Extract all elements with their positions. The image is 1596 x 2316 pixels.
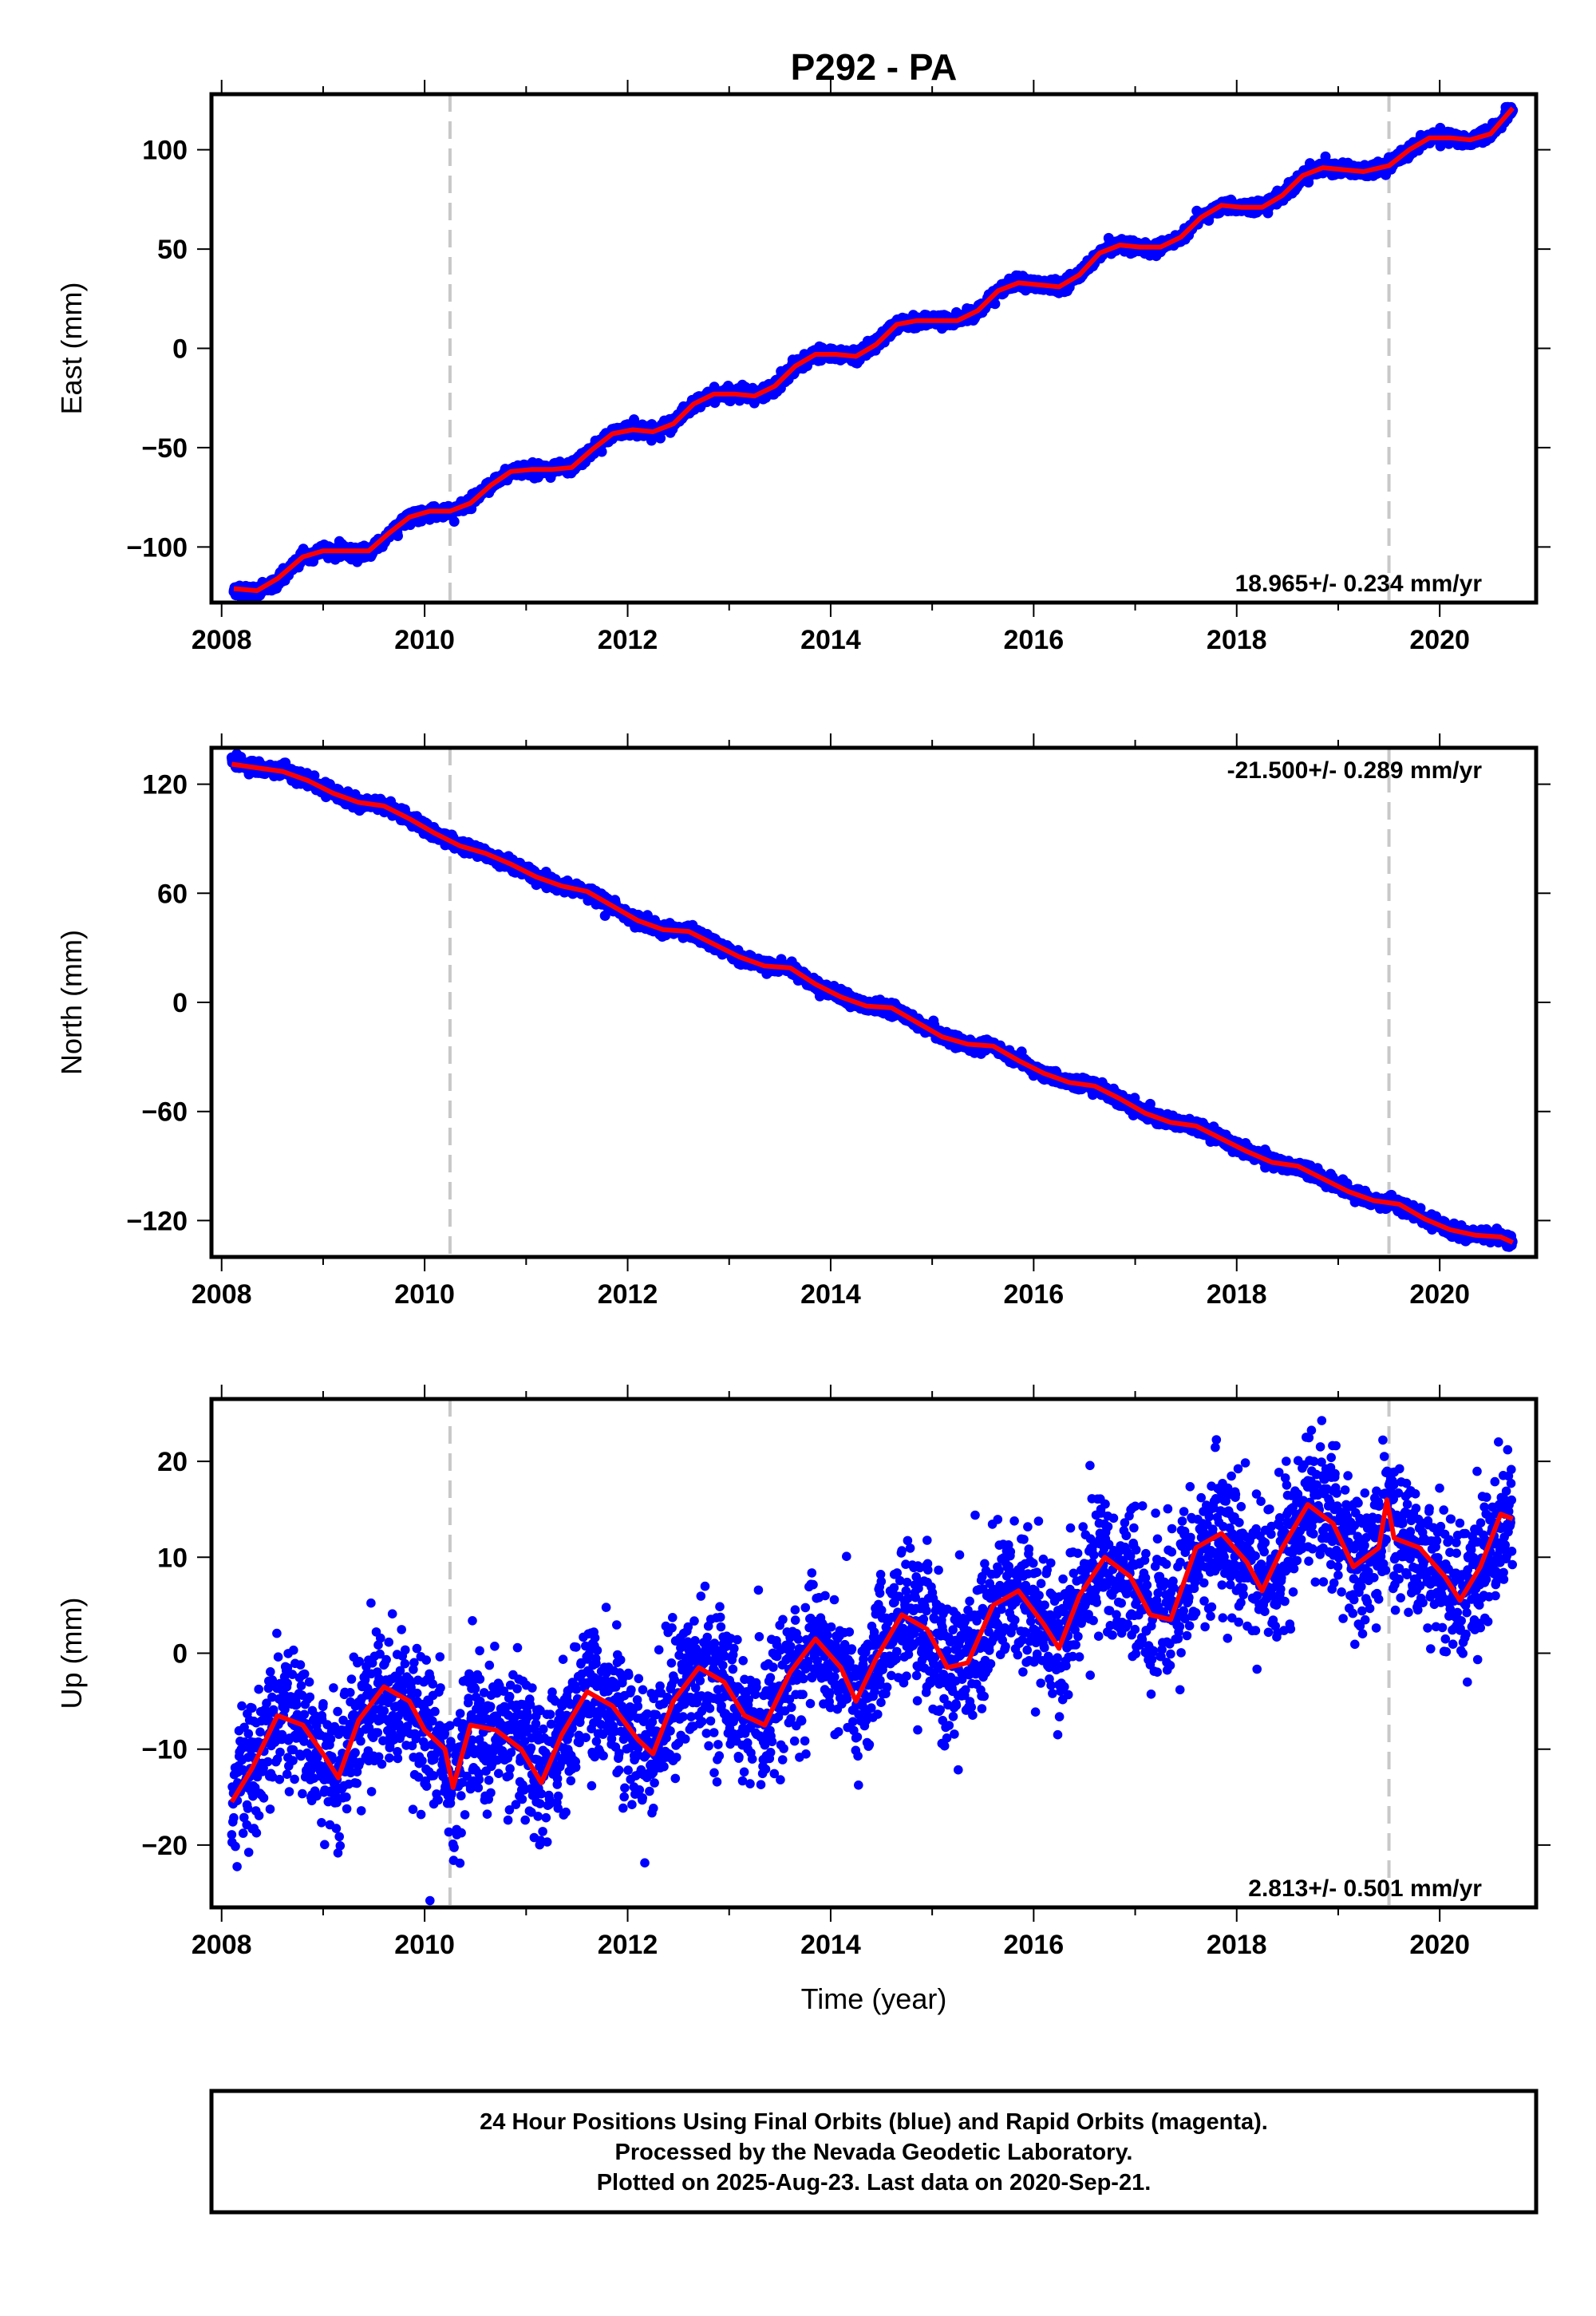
north-y-axis-label: North (mm) bbox=[55, 930, 88, 1075]
north-y-tick-label: −120 bbox=[126, 1206, 188, 1236]
east-frame bbox=[209, 92, 1539, 605]
north-x-tick-label: 2020 bbox=[1409, 1279, 1470, 1310]
east-y-axis-label: East (mm) bbox=[55, 283, 88, 415]
east-data-point bbox=[448, 516, 460, 527]
north-y-tick-label: 0 bbox=[172, 988, 188, 1018]
east-panel: 2008 2010 2012 2014 2016 2018 2020 −100 −50 0 50 10… bbox=[55, 80, 1551, 655]
east-rate-label: 18.965+/- 0.234 mm/yr bbox=[1235, 571, 1483, 597]
east-y-tick-label: 100 bbox=[142, 136, 188, 166]
north-x-tick-label: 2014 bbox=[800, 1279, 861, 1310]
north-x-tick-label: 2008 bbox=[192, 1279, 252, 1310]
north-x-tick-label: 2010 bbox=[394, 1279, 455, 1310]
east-y-tick-label: −50 bbox=[141, 433, 188, 464]
east-x-tick-label: 2012 bbox=[598, 625, 658, 655]
east-y-tick-label: 50 bbox=[157, 235, 188, 265]
north-x-tick-label: 2018 bbox=[1207, 1279, 1267, 1310]
east-data-point bbox=[596, 446, 607, 457]
east-x-tick-label: 2016 bbox=[1004, 625, 1065, 655]
east-model-line bbox=[233, 106, 1515, 594]
north-y-tick-label: 60 bbox=[157, 879, 188, 909]
east-x-tick-label: 2018 bbox=[1207, 625, 1267, 655]
east-x-tick-label: 2020 bbox=[1409, 625, 1470, 655]
east-x-tick-label: 2008 bbox=[192, 625, 252, 655]
east-x-tick-label: 2010 bbox=[394, 625, 455, 655]
east-data-point bbox=[393, 531, 403, 541]
north-x-tick-label: 2012 bbox=[598, 1279, 658, 1310]
east-data-point bbox=[990, 298, 1001, 310]
east-y-tick-label: 0 bbox=[172, 334, 188, 365]
north-panel: 2008 2010 2012 2014 2016 2018 2020 −120 −60 0 60 12… bbox=[55, 733, 1551, 1310]
north-y-tick-label: 120 bbox=[142, 770, 188, 800]
chart-title: P292 - PA bbox=[791, 46, 958, 88]
north-x-tick-label: 2016 bbox=[1004, 1279, 1065, 1310]
north-plot-area bbox=[226, 749, 1518, 1252]
east-plot-area bbox=[228, 101, 1519, 603]
north-y-tick-label: −60 bbox=[141, 1097, 188, 1128]
east-x-tick-label: 2014 bbox=[800, 625, 861, 655]
east-y-tick-label: −100 bbox=[126, 532, 188, 563]
